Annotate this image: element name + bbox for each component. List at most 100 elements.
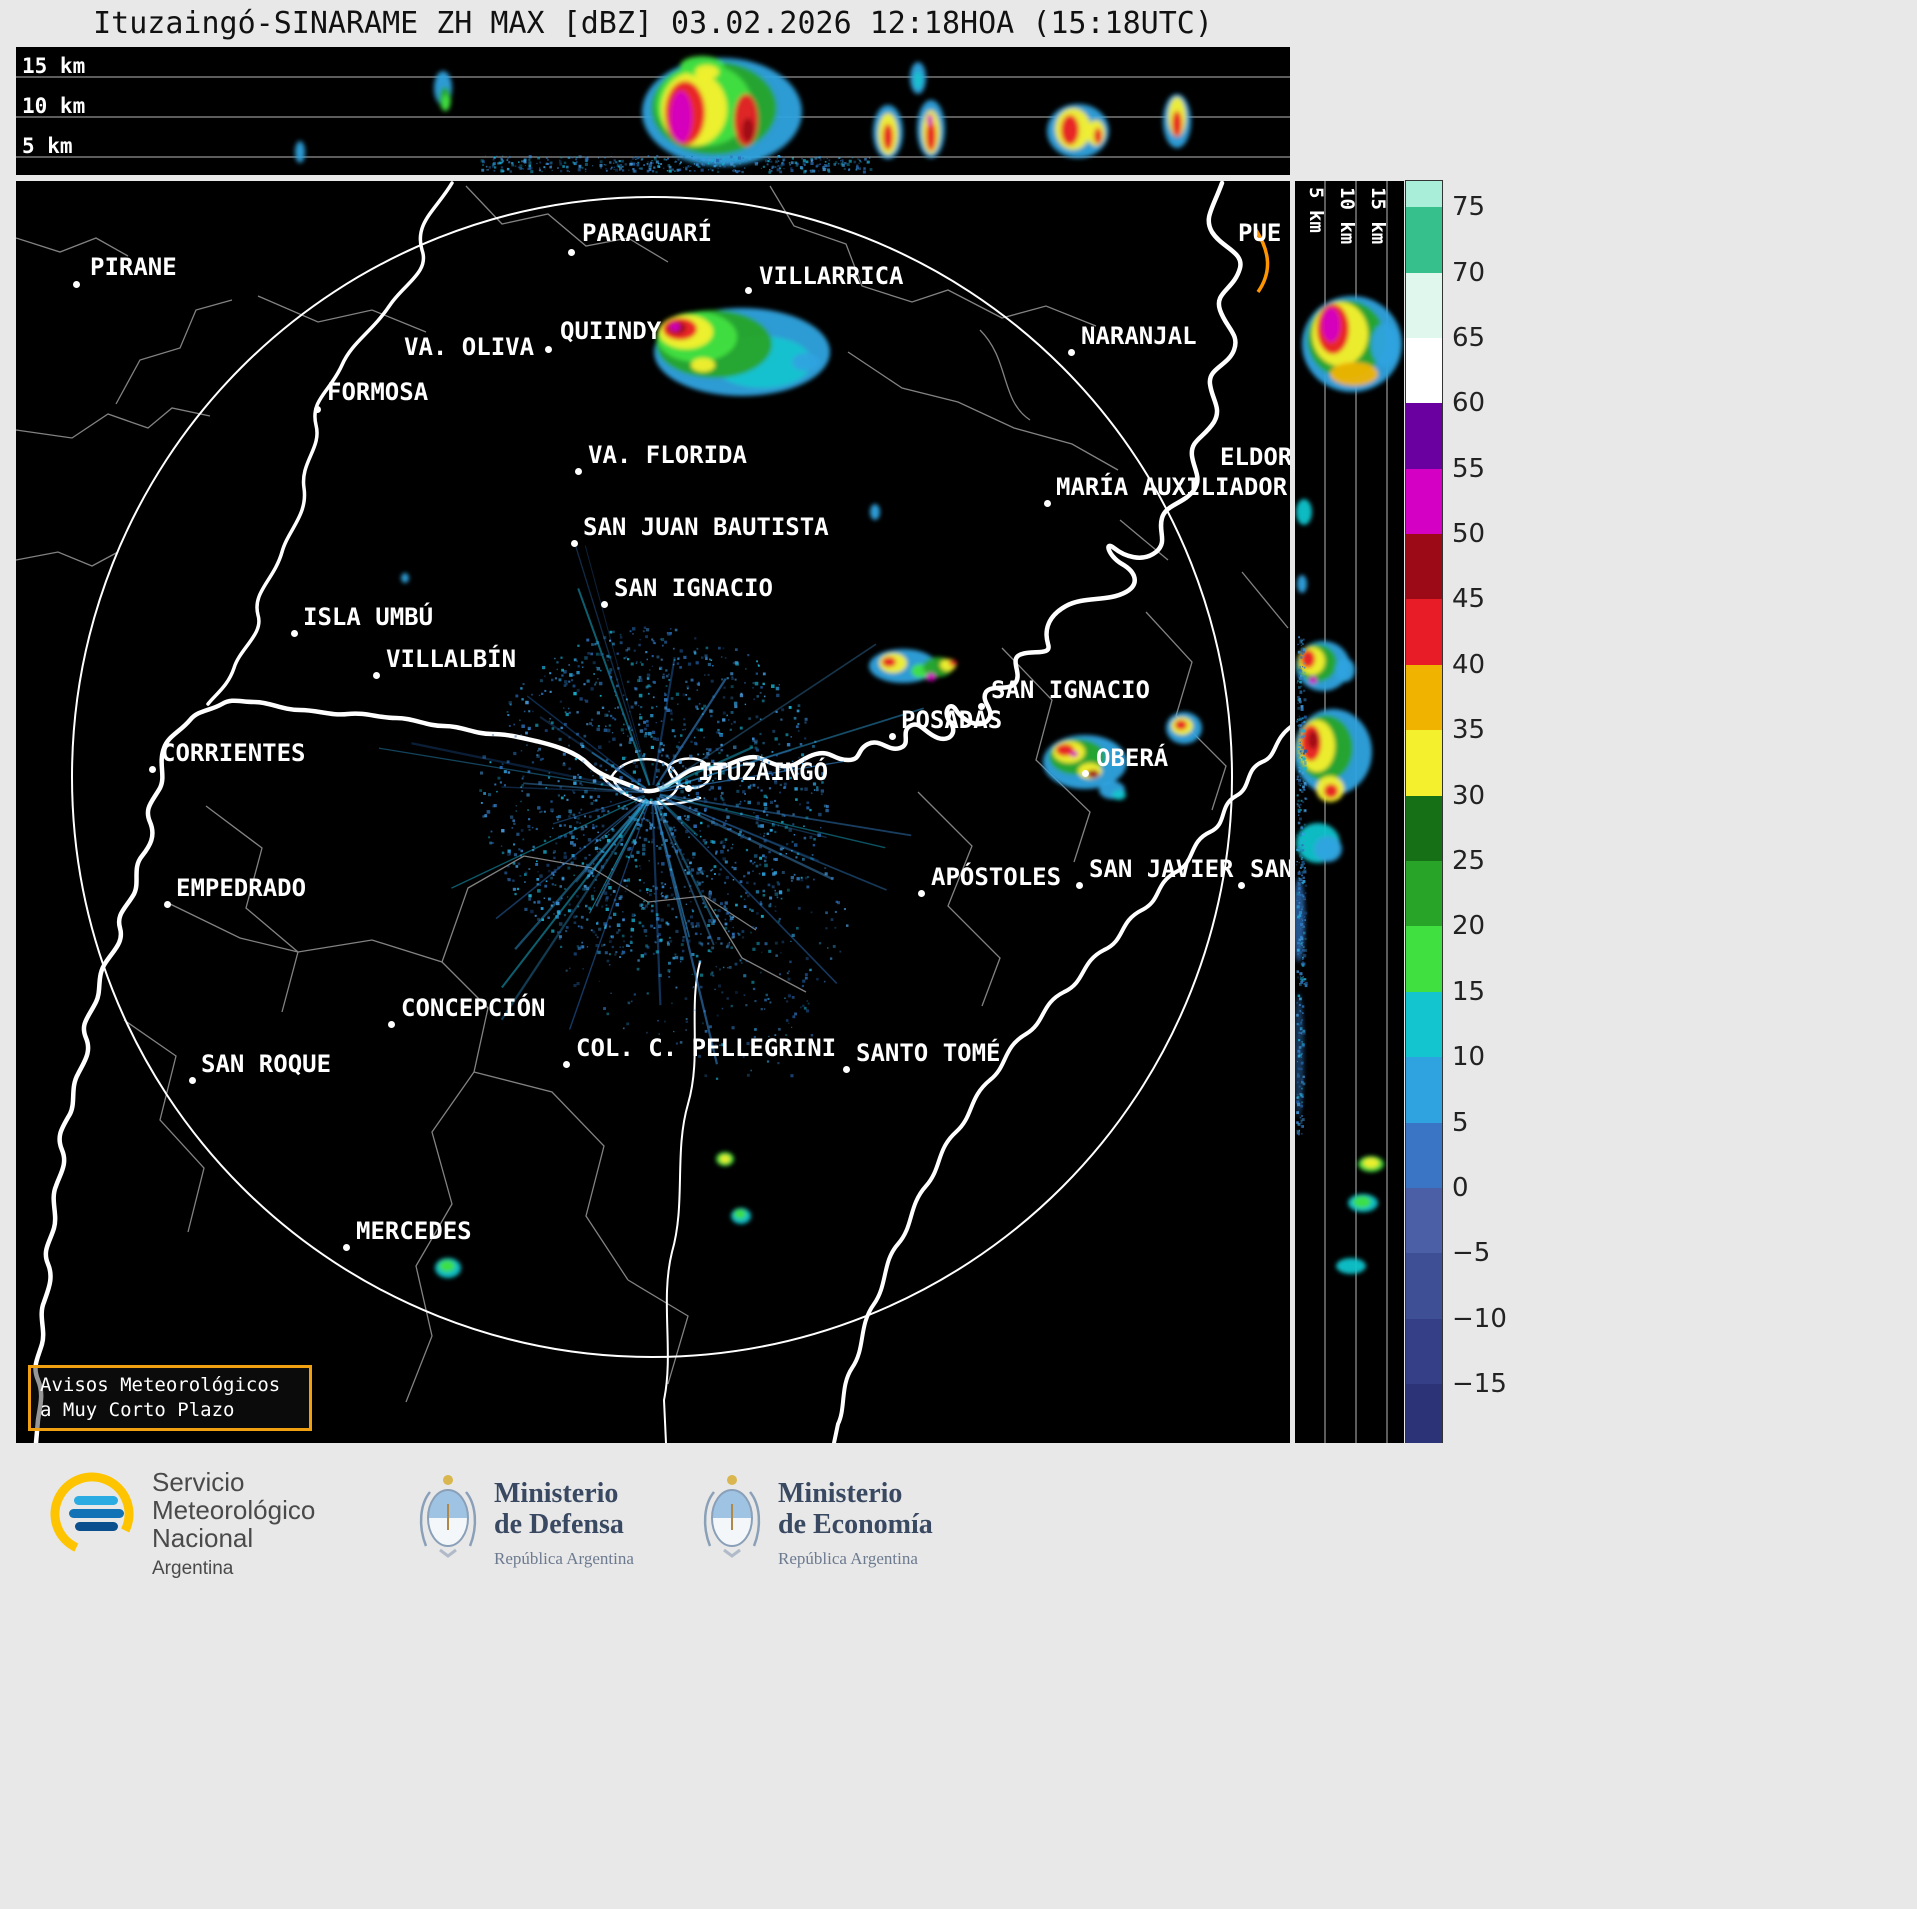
echo-cell bbox=[1296, 499, 1312, 525]
colorbar-tick-label: 0 bbox=[1452, 1172, 1469, 1203]
colorbar-tick-label: 45 bbox=[1452, 584, 1486, 615]
echo-cell bbox=[295, 141, 305, 163]
colorbar-band bbox=[1406, 337, 1442, 404]
smn-line-2: Meteorológico bbox=[152, 1495, 316, 1525]
colorbar-band bbox=[1406, 272, 1442, 339]
city-label: MARÍA AUXILIADOR bbox=[1056, 473, 1288, 501]
city-marker bbox=[149, 766, 156, 773]
radar-map-canvas bbox=[16, 181, 1290, 1443]
colorbar-band bbox=[1406, 468, 1442, 535]
echo-cell bbox=[439, 1260, 455, 1272]
city-label: ITUZAINGÓ bbox=[698, 758, 829, 786]
border-line bbox=[115, 299, 233, 405]
city-label: VA. OLIVA bbox=[404, 333, 535, 361]
city-marker bbox=[291, 630, 298, 637]
colorbar-tick-label: 20 bbox=[1452, 911, 1486, 942]
city-label: PIRANE bbox=[90, 253, 177, 281]
border-line bbox=[205, 805, 299, 1013]
city-marker bbox=[388, 1021, 395, 1028]
city-marker bbox=[563, 1061, 570, 1068]
dbz-colorbar bbox=[1405, 180, 1443, 1444]
echo-cell bbox=[670, 323, 680, 331]
city-marker bbox=[343, 1244, 350, 1251]
height-label-10km: 10 km bbox=[22, 94, 86, 118]
colorbar-band bbox=[1406, 1122, 1442, 1189]
top-cross-section-panel: 15 km 10 km 5 km bbox=[16, 47, 1290, 175]
smn-wordmark: Servicio Meteorológico Nacional Argentin… bbox=[152, 1468, 315, 1583]
radar-range-circle bbox=[71, 196, 1233, 1358]
echo-cell bbox=[691, 358, 715, 372]
colorbar-band bbox=[1406, 795, 1442, 862]
city-label: SAN bbox=[1250, 855, 1290, 883]
colorbar-band bbox=[1406, 1253, 1442, 1320]
colorbar-band bbox=[1406, 664, 1442, 731]
defensa-line-1: Ministerio bbox=[494, 1478, 619, 1509]
advisory-notice-box: Avisos Meteorológicos a Muy Corto Plazo bbox=[28, 1365, 312, 1431]
city-label: SANTO TOMÉ bbox=[856, 1039, 1001, 1067]
city-marker bbox=[164, 901, 171, 908]
defensa-subtitle: República Argentina bbox=[494, 1549, 634, 1568]
city-marker bbox=[1082, 770, 1089, 777]
echo-cell bbox=[720, 1155, 730, 1163]
economia-coat-of-arms bbox=[703, 1475, 761, 1558]
echo-cell bbox=[927, 114, 933, 126]
city-marker bbox=[685, 785, 692, 792]
border-line bbox=[473, 1071, 629, 1281]
echo-cell bbox=[734, 1209, 746, 1219]
defensa-coat-of-arms bbox=[419, 1475, 477, 1558]
echo-cell bbox=[1297, 575, 1307, 593]
city-marker bbox=[314, 406, 321, 413]
city-label: VILLARRICA bbox=[759, 262, 904, 290]
border-line bbox=[1001, 647, 1091, 863]
right-cross-section-canvas bbox=[1295, 181, 1402, 1443]
echo-cell bbox=[1322, 308, 1340, 342]
colorbar-band bbox=[1406, 1384, 1442, 1443]
colorbar-band bbox=[1406, 181, 1442, 208]
colorbar-tick-label: 40 bbox=[1452, 649, 1486, 680]
border-line bbox=[847, 351, 1119, 471]
smn-line-1: Servicio bbox=[152, 1467, 245, 1497]
echo-cell bbox=[1324, 784, 1338, 798]
city-marker bbox=[568, 249, 575, 256]
height-label-10km: 10 km bbox=[1336, 187, 1358, 245]
city-label: SAN IGNACIO bbox=[991, 676, 1150, 704]
city-label: CONCEPCIÓN bbox=[401, 994, 546, 1022]
echo-cell bbox=[914, 71, 922, 89]
smn-line-3: Nacional bbox=[152, 1523, 254, 1553]
echo-cell bbox=[1314, 836, 1342, 862]
city-label-layer: PIRANE PARAGUARÍ VILLARRICA VA. OLIVA QUIIND… bbox=[16, 181, 1290, 1443]
city-label: ELDOR bbox=[1220, 443, 1290, 471]
colorbar-band bbox=[1406, 534, 1442, 601]
city-label: OBERÁ bbox=[1096, 744, 1169, 772]
border-line bbox=[1241, 571, 1289, 629]
radar-map-panel: PIRANE PARAGUARÍ VILLARRICA VA. OLIVA QUIIND… bbox=[16, 181, 1290, 1443]
echo-cell bbox=[401, 573, 409, 583]
border-line bbox=[627, 1279, 689, 1385]
echo-cell bbox=[1335, 658, 1355, 682]
height-label-15km: 15 km bbox=[1367, 187, 1389, 245]
colorbar-tick-label: 60 bbox=[1452, 388, 1486, 419]
city-label: COL. C. PELLEGRINI bbox=[576, 1034, 837, 1062]
colorbar-tick-label: 50 bbox=[1452, 519, 1486, 550]
city-label: SAN JAVIER bbox=[1089, 855, 1234, 883]
city-marker bbox=[545, 346, 552, 353]
advisory-line-2: a Muy Corto Plazo bbox=[40, 1399, 235, 1421]
colorbar-band bbox=[1406, 1057, 1442, 1124]
echo-cell bbox=[1363, 1158, 1379, 1168]
city-marker bbox=[1044, 500, 1051, 507]
advisory-line-1: Avisos Meteorológicos bbox=[40, 1374, 281, 1396]
city-marker bbox=[575, 468, 582, 475]
smn-country: Argentina bbox=[152, 1558, 234, 1579]
border-line bbox=[979, 329, 1031, 421]
city-label: PARAGUARÍ bbox=[582, 219, 713, 247]
product-title: Ituzaingó-SINARAME ZH MAX [dBZ] 03.02.20… bbox=[93, 6, 1213, 41]
echo-cell bbox=[883, 124, 893, 150]
right-echo-layer bbox=[1295, 296, 1402, 1274]
colorbar-tick-label: 30 bbox=[1452, 780, 1486, 811]
colorbar-tick-label: 65 bbox=[1452, 322, 1486, 353]
colorbar-band bbox=[1406, 926, 1442, 993]
river bbox=[206, 181, 454, 706]
border-line bbox=[441, 855, 593, 963]
city-marker bbox=[745, 287, 752, 294]
border-line bbox=[16, 237, 129, 257]
